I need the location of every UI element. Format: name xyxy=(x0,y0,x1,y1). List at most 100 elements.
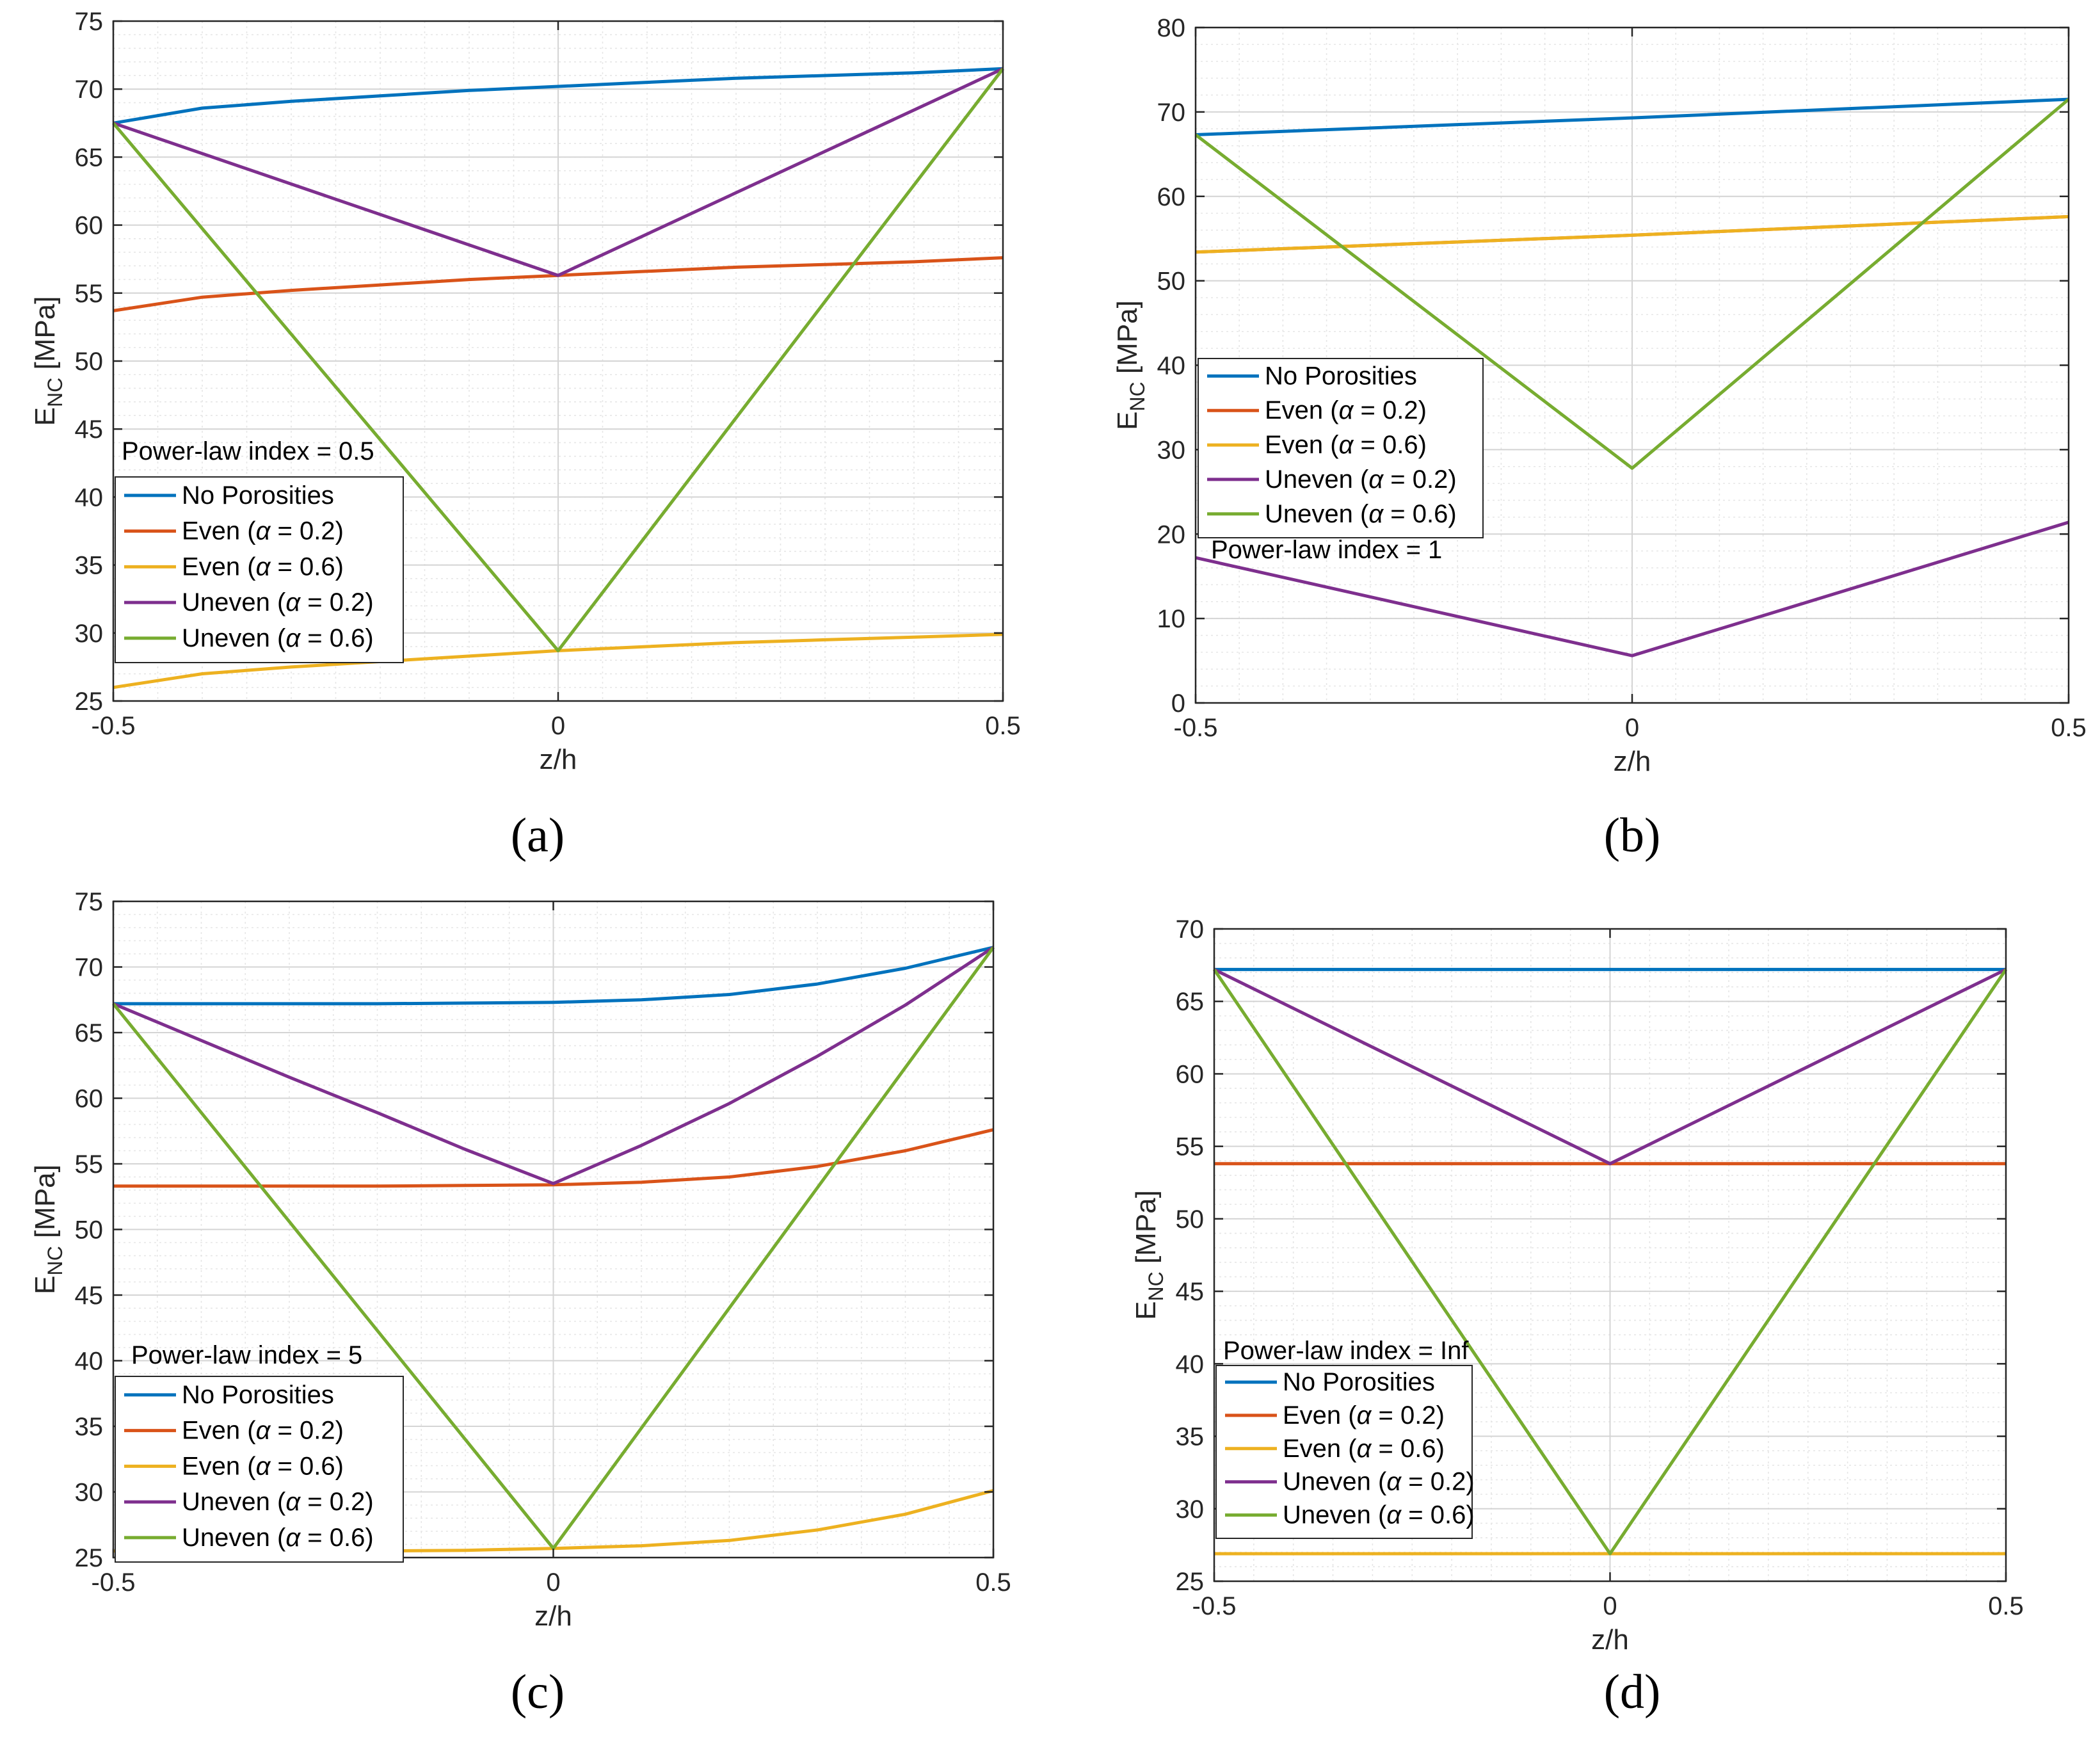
legend-box xyxy=(1198,358,1484,538)
panel-label: (a) xyxy=(511,809,565,862)
x-tick-label: 0.5 xyxy=(985,712,1021,740)
chart-panel-1: 25 30 35 40 45 50 55 60 65 70 75 -0.5 0 0.5 z/h ENC [MP… xyxy=(29,8,1021,862)
legend-entry-alpha: α = 0.2) xyxy=(256,1417,344,1445)
x-axis-label: z/h xyxy=(1591,1624,1629,1655)
legend-entry-5: Uneven (α = 0.6) xyxy=(1283,1501,1475,1529)
y-tick-label: 50 xyxy=(1157,268,1186,296)
x-axis-label: z/h xyxy=(534,1600,572,1632)
legend-alpha-value: = 0.6) xyxy=(300,624,374,652)
legend-alpha-symbol: α xyxy=(1386,1468,1402,1496)
y-tick-label: 25 xyxy=(75,688,104,716)
legend-entry-text: Uneven ( xyxy=(1283,1501,1387,1529)
y-tick-label: 35 xyxy=(75,552,104,580)
legend-entry-alpha: α = 0.6) xyxy=(1357,1435,1445,1463)
y-tick-label: 60 xyxy=(1157,183,1186,211)
legend-entry-3: Even (α = 0.6) xyxy=(1283,1435,1445,1463)
legend-alpha-value: = 0.6) xyxy=(1371,1435,1445,1463)
x-axis-label: z/h xyxy=(540,744,577,775)
legend-entry-alpha: α = 0.2) xyxy=(285,588,373,616)
series-line-4 xyxy=(113,946,995,1186)
y-tick-label: 55 xyxy=(1176,1133,1205,1161)
x-axis-label: z/h xyxy=(1614,746,1651,777)
legend-alpha-symbol: α xyxy=(285,1524,301,1552)
legend-entry-text: Uneven ( xyxy=(182,1524,286,1552)
legend-box xyxy=(115,476,404,663)
x-tick-label: 0 xyxy=(1603,1592,1617,1620)
legend-entry-text: Even ( xyxy=(1283,1401,1357,1430)
legend-entry-alpha: α = 0.6) xyxy=(285,1524,373,1552)
legend-alpha-value: = 0.2) xyxy=(300,1488,374,1516)
y-axis-label-subscript: NC xyxy=(44,1246,67,1275)
y-axis-label-main: E xyxy=(1112,412,1143,430)
legend-alpha-symbol: α xyxy=(285,624,301,652)
legend-entry-alpha: α = 0.2) xyxy=(1386,1468,1474,1496)
legend-entry-text: Uneven ( xyxy=(182,1488,286,1516)
legend-entry-text: Uneven ( xyxy=(1265,465,1369,494)
legend-entry-text: Even ( xyxy=(182,552,256,581)
panel-label: (d) xyxy=(1604,1665,1661,1719)
legend-box xyxy=(1215,1365,1473,1539)
legend-entry-alpha: α = 0.6) xyxy=(256,552,344,581)
legend-entry-2: Even (α = 0.2) xyxy=(182,1417,344,1445)
legend-entry-alpha: α = 0.6) xyxy=(1339,431,1427,459)
legend-entry-alpha: α = 0.6) xyxy=(285,624,373,652)
y-tick-label: 70 xyxy=(1176,915,1205,944)
series-line-5 xyxy=(1212,968,2008,1556)
series-line-5 xyxy=(112,946,995,1551)
y-axis-label-subscript: NC xyxy=(44,378,67,407)
series-line-4 xyxy=(1213,968,2007,1166)
y-axis-label-main: E xyxy=(29,1276,61,1294)
legend-entry-text: Uneven ( xyxy=(182,624,286,652)
series-line-1 xyxy=(1195,97,2069,136)
y-tick-label: 40 xyxy=(75,1348,104,1376)
legend-entry-1: No Porosities xyxy=(1265,362,1417,390)
y-axis-label-main: E xyxy=(29,407,61,426)
y-tick-label: 65 xyxy=(1176,988,1205,1016)
y-tick-label: 60 xyxy=(75,212,104,240)
x-tick-label: -0.5 xyxy=(92,1568,136,1597)
legend-alpha-value: = 0.2) xyxy=(270,1417,344,1445)
y-tick-label: 55 xyxy=(75,1150,104,1179)
legend-entry-5: Uneven (α = 0.6) xyxy=(182,1524,374,1552)
panel-label: (b) xyxy=(1604,809,1661,862)
legend-alpha-symbol: α xyxy=(256,1417,271,1445)
legend-entry-alpha: α = 0.2) xyxy=(1339,396,1427,424)
y-axis-label: ENC [MPa] xyxy=(1112,300,1149,430)
annotation-power-law: Power-law index = 0.5 xyxy=(122,437,374,465)
legend-entry-alpha: α = 0.2) xyxy=(285,1488,373,1516)
x-tick-label: 0 xyxy=(546,1568,560,1597)
legend-entry-1: No Porosities xyxy=(1283,1368,1435,1396)
y-axis-label: ENC [MPa] xyxy=(1130,1190,1167,1320)
legend-entry-3: Even (α = 0.6) xyxy=(1265,431,1427,459)
y-tick-label: 35 xyxy=(75,1413,104,1441)
legend-alpha-symbol: α xyxy=(1357,1401,1372,1430)
annotation-power-law: Power-law index = Inf xyxy=(1223,1337,1469,1365)
legend-entry-text: Even ( xyxy=(1265,396,1339,424)
legend-entry-text: Uneven ( xyxy=(1283,1468,1387,1496)
legend-entry-4: Uneven (α = 0.2) xyxy=(1283,1468,1475,1496)
legend-entry-text: Even ( xyxy=(182,1417,256,1445)
annotation-power-law: Power-law index = 5 xyxy=(131,1341,362,1369)
y-tick-label: 75 xyxy=(75,8,104,36)
legend-alpha-value: = 0.2) xyxy=(300,588,374,616)
legend-alpha-value: = 0.6) xyxy=(1353,431,1427,459)
legend-alpha-value: = 0.2) xyxy=(1353,396,1427,424)
series-line-4 xyxy=(1195,520,2069,657)
legend-alpha-symbol: α xyxy=(1386,1501,1402,1529)
y-tick-label: 70 xyxy=(1157,99,1186,127)
y-tick-label: 30 xyxy=(1176,1495,1205,1524)
legend-alpha-value: = 0.2) xyxy=(1401,1468,1475,1496)
y-tick-label: 35 xyxy=(1176,1423,1205,1451)
legend-alpha-value: = 0.2) xyxy=(270,517,344,545)
panel-label: (c) xyxy=(511,1665,565,1719)
legend-alpha-value: = 0.2) xyxy=(1371,1401,1445,1430)
y-tick-label: 60 xyxy=(75,1085,104,1113)
legend-entry-text: No Porosities xyxy=(182,1381,334,1409)
y-tick-label: 80 xyxy=(1157,14,1186,42)
legend-entry-1: No Porosities xyxy=(182,1381,334,1409)
annotation-power-law: Power-law index = 1 xyxy=(1211,536,1442,564)
x-tick-label: -0.5 xyxy=(1174,714,1218,742)
legend-alpha-symbol: α xyxy=(1339,431,1354,459)
legend-entry-text: Even ( xyxy=(1265,431,1339,459)
